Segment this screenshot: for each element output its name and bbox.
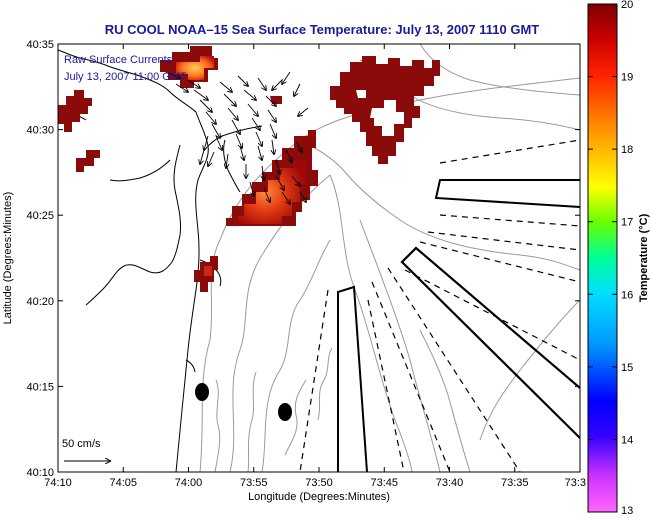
x-tick-label: 73:55 xyxy=(240,477,268,489)
x-tick-label: 73:40 xyxy=(436,477,464,489)
sst-warm-patches xyxy=(58,46,440,292)
track-box-east xyxy=(434,179,581,208)
colorbar-tick-label: 15 xyxy=(621,362,633,374)
y-tick-label: 40:20 xyxy=(26,296,54,308)
colorbar-tick-label: 20 xyxy=(621,0,633,11)
sst-patch-north-bay-warm xyxy=(176,56,214,80)
y-tick-label: 40:30 xyxy=(26,125,54,137)
sst-patch-top-center xyxy=(270,96,282,104)
colorbar-tick-label: 18 xyxy=(621,144,633,156)
sst-patch-northwest xyxy=(58,90,92,132)
x-axis-label: Longitude (Degrees:Minutes) xyxy=(248,491,390,503)
colorbar-tick-label: 17 xyxy=(621,217,633,229)
x-tick-label: 73:45 xyxy=(370,477,398,489)
sst-patch-northeast-hole xyxy=(370,100,404,136)
sst-patch-center-warm xyxy=(238,160,306,224)
y-axis-label: Latitude (Degrees:Minutes) xyxy=(2,192,14,325)
station-marker-1 xyxy=(195,383,209,401)
y-axis: 40:35 40:30 40:25 40:20 40:15 40:10 xyxy=(26,39,580,479)
x-tick-label: 73:35 xyxy=(501,477,529,489)
map-title: RU COOL NOAA–15 Sea Surface Temperature:… xyxy=(105,22,540,37)
colorbar xyxy=(587,3,618,513)
colorbar-tick-label: 19 xyxy=(621,72,633,84)
track-box-south xyxy=(337,285,368,473)
sst-patch-west-small xyxy=(76,150,100,172)
x-axis: 74:10 74:05 74:00 73:55 73:50 73:45 73:40 73:35… xyxy=(44,44,586,489)
x-tick-label: 73:3 xyxy=(565,477,586,489)
sampling-tracks xyxy=(299,139,581,473)
sst-patch-shore-warm xyxy=(204,266,212,276)
colorbar-ticks: 20 19 18 17 16 15 14 13 xyxy=(588,0,633,517)
x-tick-label: 73:50 xyxy=(305,477,333,489)
colorbar-tick-label: 14 xyxy=(621,434,633,446)
x-tick-label: 74:00 xyxy=(175,477,203,489)
plot-area xyxy=(58,44,580,472)
sst-patch-northeast-hole2 xyxy=(356,90,366,98)
scale-label: 50 cm/s xyxy=(62,438,101,450)
x-tick-label: 74:05 xyxy=(109,477,137,489)
y-tick-label: 40:25 xyxy=(26,210,54,222)
colorbar-label: Temperature (°C) xyxy=(638,213,650,302)
y-tick-label: 40:10 xyxy=(26,467,54,479)
surface-current-vectors xyxy=(165,71,309,204)
y-tick-label: 40:15 xyxy=(26,381,54,393)
x-tick-label: 74:10 xyxy=(44,477,72,489)
station-marker-2 xyxy=(278,403,292,421)
colorbar-tick-label: 16 xyxy=(621,289,633,301)
legend-currents-time: July 13, 2007 11:00 GMT xyxy=(64,71,187,83)
y-tick-label: 40:35 xyxy=(26,39,54,51)
legend-currents-label: Raw Surface Currents xyxy=(64,54,173,66)
track-dashed-lines xyxy=(299,139,581,473)
colorbar-tick-label: 13 xyxy=(621,505,633,517)
